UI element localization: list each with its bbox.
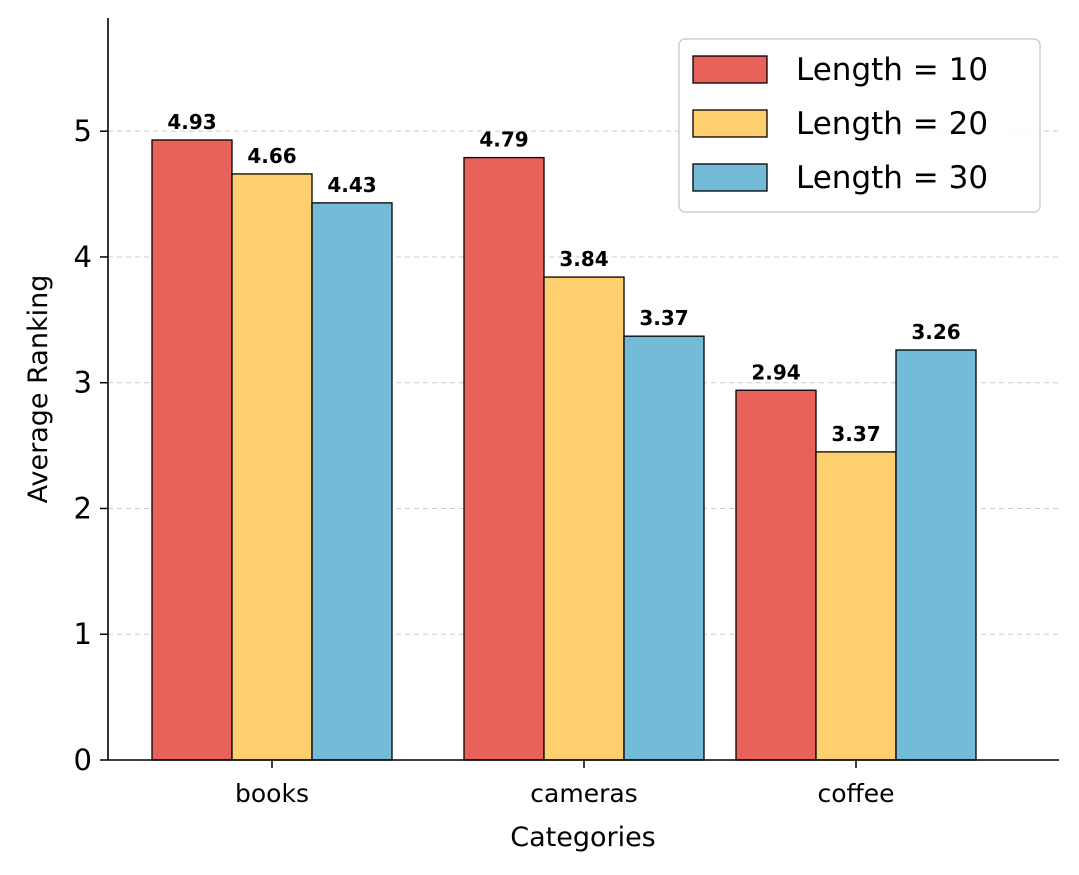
y-tick-label: 2 — [74, 491, 92, 525]
y-tick-label: 5 — [74, 114, 92, 148]
bar-value-label: 3.84 — [559, 247, 608, 271]
y-tick-label: 1 — [74, 617, 92, 651]
x-tick-label: coffee — [817, 779, 894, 808]
y-axis-title: Average Ranking — [23, 275, 54, 504]
bar-value-label: 4.66 — [247, 144, 296, 168]
bar-books-series-3 — [311, 202, 393, 761]
bar-cameras-series-2 — [543, 276, 625, 761]
bar-books-series-1 — [151, 139, 233, 761]
bar-value-label: 2.94 — [751, 360, 800, 384]
legend-swatch — [692, 109, 768, 138]
bars — [151, 139, 977, 761]
bar-coffee-series-1 — [735, 389, 817, 761]
bar-cameras-series-1 — [463, 156, 545, 761]
bar-value-label: 4.93 — [167, 110, 216, 134]
x-ticks: books cameras coffee — [235, 760, 895, 808]
legend: Length = 10 Length = 20 Length = 30 — [678, 38, 1041, 213]
legend-swatch — [692, 55, 768, 84]
legend-box — [678, 38, 1041, 213]
bar-value-label: 3.37 — [639, 306, 688, 330]
legend-label: Length = 30 — [796, 160, 988, 196]
bar-value-label: 3.37 — [831, 422, 880, 446]
y-tick-label: 3 — [74, 366, 92, 400]
x-tick-label: books — [235, 779, 309, 808]
value-labels: 4.93 4.66 4.43 4.79 3.84 3.37 2.94 3.37 3.26 — [167, 110, 960, 446]
legend-label: Length = 20 — [796, 106, 988, 142]
legend-swatch — [692, 163, 768, 192]
bar-value-label: 3.26 — [911, 320, 960, 344]
x-tick-label: cameras — [530, 779, 637, 808]
y-tick-label: 4 — [74, 240, 92, 274]
legend-label: Length = 10 — [796, 52, 988, 88]
y-tick-label: 0 — [74, 743, 92, 777]
bar-value-label: 4.79 — [479, 128, 528, 152]
bar-books-series-2 — [231, 173, 313, 761]
y-ticks: 0 1 2 3 4 5 — [74, 114, 108, 777]
x-axis-title: Categories — [510, 822, 656, 853]
bar-coffee-series-3 — [895, 349, 977, 761]
bar-value-label: 4.43 — [327, 173, 376, 197]
bar-cameras-series-3 — [623, 335, 705, 761]
bar-coffee-series-2 — [815, 451, 897, 761]
